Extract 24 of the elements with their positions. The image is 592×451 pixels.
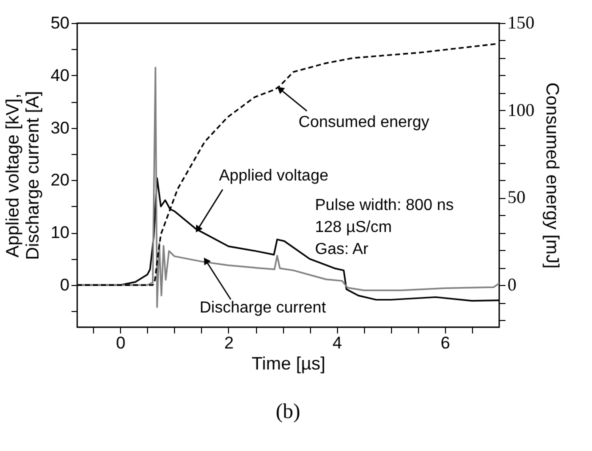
x-tick-label: 4	[332, 334, 342, 352]
x-tick-label: 2	[224, 334, 234, 352]
y-tick-label: 50	[50, 14, 70, 32]
y2-tick-label: 50	[508, 187, 526, 208]
y-tick-label: 0	[60, 276, 70, 295]
y2-axis-title: Consumed energy [mJ]	[542, 82, 562, 269]
y-tick-label: 30	[50, 118, 70, 138]
x-tick-label: 0	[116, 334, 126, 352]
annotation: 128 µS/cm	[315, 219, 392, 236]
y2-tick-label: 0	[508, 274, 516, 295]
text: (b)	[276, 399, 300, 423]
y-axis-title: Applied voltage [kV], Discharge current [A]	[2, 90, 43, 260]
y-tick-label: 40	[50, 66, 70, 85]
y-tick-label: 20	[50, 170, 70, 190]
annotation: Gas: Ar	[315, 241, 370, 258]
x-tick-label: 6	[440, 334, 450, 352]
y2-tick-label: 100	[508, 100, 534, 120]
annotation: Applied voltage	[218, 168, 328, 185]
y2-tick-label: 150	[508, 12, 534, 32]
annotation: Consumed energy	[298, 114, 430, 132]
x-axis-title: Time [µs]	[252, 354, 326, 374]
annotation: Discharge current	[200, 299, 326, 316]
y-tick-label: 10	[50, 223, 70, 242]
annotation: Pulse width: 800 ns	[315, 197, 454, 214]
